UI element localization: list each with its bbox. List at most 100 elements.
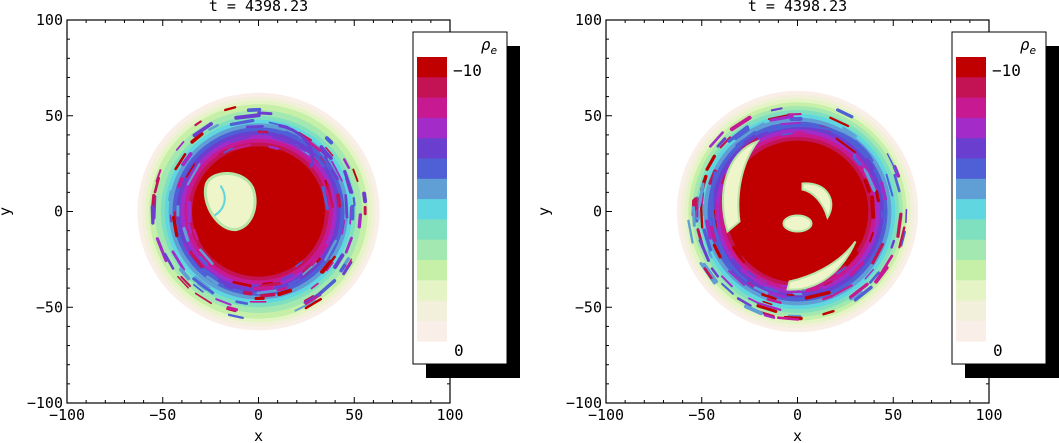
x-axis-label: x — [254, 427, 263, 443]
y-axis-label: y — [0, 207, 14, 216]
turbulence-streak — [333, 253, 345, 270]
y-tick-label: 100 — [36, 11, 63, 29]
turbulence-streak — [761, 293, 777, 301]
turbulence-streak — [727, 125, 750, 143]
x-tick-label: 100 — [975, 406, 1002, 424]
turbulence-streak — [804, 290, 831, 300]
turbulence-streak — [343, 169, 354, 194]
turbulence-streak — [331, 160, 343, 182]
turbulence-streak — [252, 285, 274, 291]
turbulence-streak — [852, 155, 862, 166]
legend-swatch — [417, 77, 447, 99]
swirl-line — [710, 171, 749, 283]
turbulence-streak — [702, 228, 713, 252]
turbulence-streak — [345, 258, 353, 269]
legend-swatch — [417, 97, 447, 119]
turbulence-streak — [835, 137, 857, 154]
turbulence-streak — [325, 146, 334, 157]
turbulence-streak — [232, 280, 253, 288]
colorbar-min-label: 0 — [454, 341, 464, 360]
turbulence-streak — [227, 313, 244, 319]
turbulence-streak — [362, 191, 368, 204]
legend-swatch — [956, 300, 986, 322]
turbulence-streak — [326, 183, 334, 209]
legend-swatch — [417, 178, 447, 200]
turbulence-streak — [276, 286, 287, 292]
legend-swatch — [417, 199, 447, 220]
filament-arm — [801, 182, 833, 220]
turbulence-streak — [763, 314, 776, 319]
turbulence-streak — [193, 283, 204, 293]
turbulence-streak — [194, 120, 202, 127]
turbulence-streak — [310, 243, 328, 266]
turbulence-streak — [879, 181, 888, 201]
turbulence-streak — [199, 256, 209, 266]
turbulence-streak — [842, 126, 857, 138]
legend-swatch — [417, 280, 447, 302]
turbulence-streak — [781, 132, 793, 136]
turbulence-streak — [228, 271, 248, 280]
legend-swatch — [417, 158, 447, 180]
filament-blob — [203, 171, 257, 232]
turbulence-streak — [223, 106, 237, 112]
turbulence-streak — [304, 297, 322, 310]
turbulence-streak — [756, 304, 778, 313]
turbulence-streak — [208, 123, 219, 131]
turbulence-streak — [764, 290, 787, 299]
turbulence-streak — [229, 118, 255, 127]
turbulence-streak — [703, 267, 713, 280]
turbulence-streak — [235, 300, 249, 305]
y-tick-label: −100 — [566, 394, 602, 412]
turbulence-streak — [171, 216, 179, 238]
x-tick-label: 100 — [436, 406, 463, 424]
turbulence-streak — [319, 148, 329, 159]
turbulence-streak — [836, 108, 854, 119]
turbulence-streak — [256, 289, 281, 295]
filament-arm — [786, 240, 857, 291]
turbulence-streak — [748, 297, 759, 304]
legend-swatch — [956, 260, 986, 281]
turbulence-streak — [869, 232, 874, 243]
legend-swatch — [956, 117, 986, 139]
turbulence-streak — [823, 280, 833, 286]
turbulence-streak — [168, 190, 173, 202]
turbulence-streak — [321, 185, 330, 211]
turbulence-streak — [245, 124, 264, 129]
turbulence-streak — [719, 136, 732, 149]
turbulence-streak — [868, 271, 880, 284]
y-tick-label: 0 — [593, 203, 602, 221]
filament-arm — [721, 139, 761, 234]
turbulence-streak — [829, 116, 850, 128]
turbulence-streak — [192, 228, 199, 241]
turbulence-streak — [707, 250, 713, 259]
filament-detail — [213, 184, 226, 217]
turbulence-streak — [753, 286, 769, 295]
turbulence-streak — [853, 285, 873, 302]
turbulence-streak — [341, 219, 346, 235]
turbulence-streak — [342, 158, 350, 169]
turbulence-streak — [321, 255, 336, 274]
turbulence-streak — [863, 167, 876, 193]
turbulence-streak — [260, 292, 276, 298]
turbulence-streak — [152, 195, 157, 220]
turbulence-streak — [731, 258, 742, 271]
x-tick-label: 0 — [793, 406, 802, 424]
legend-swatch — [956, 138, 986, 159]
turbulence-streak — [766, 298, 782, 304]
turbulence-streak — [705, 219, 713, 240]
turbulence-streak — [844, 250, 859, 266]
density-field — [676, 90, 919, 333]
turbulence-streak — [890, 239, 896, 249]
turbulence-streak — [893, 173, 901, 193]
turbulence-streak — [319, 145, 333, 160]
turbulence-streak — [871, 242, 885, 265]
legend-swatch — [956, 158, 986, 180]
turbulence-streak — [183, 243, 191, 256]
turbulence-streak — [687, 219, 694, 244]
turbulence-streak — [150, 205, 155, 225]
turbulence-streak — [344, 236, 353, 254]
turbulence-streak — [357, 213, 363, 229]
turbulence-streak — [854, 153, 870, 172]
